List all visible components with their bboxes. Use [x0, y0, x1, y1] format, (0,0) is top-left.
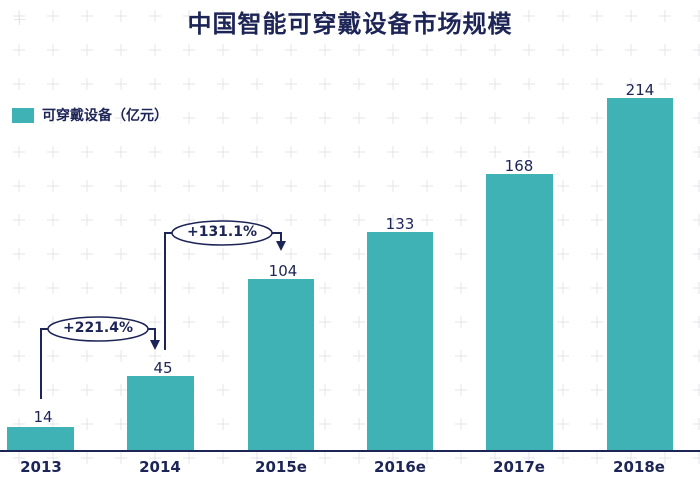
bar-2017e	[486, 174, 553, 450]
x-tick-2015e: 2015e	[255, 458, 307, 476]
legend: 可穿戴设备（亿元）	[12, 105, 168, 125]
legend-swatch	[12, 107, 34, 123]
x-tick-2016e: 2016e	[374, 458, 426, 476]
x-tick-2017e: 2017e	[493, 458, 545, 476]
bar-2018e	[607, 98, 673, 450]
x-tick-2013: 2013	[20, 458, 62, 476]
x-axis-line	[0, 450, 700, 452]
bar-2016e	[367, 232, 433, 450]
x-tick-2018e: 2018e	[613, 458, 665, 476]
value-label-2014: 45	[153, 359, 173, 377]
growth-label-2014-2015e: +131.1%	[186, 224, 258, 240]
bar-2013	[7, 427, 74, 450]
x-tick-2014: 2014	[139, 458, 181, 476]
bar-2014	[127, 376, 194, 450]
value-label-2017e: 168	[504, 157, 534, 175]
legend-label: 可穿戴设备（亿元）	[42, 108, 168, 124]
value-label-2016e: 133	[385, 215, 415, 233]
growth-arrow-2014-2015e	[164, 220, 286, 350]
value-label-2018e: 214	[625, 81, 655, 99]
value-label-2013: 14	[33, 408, 53, 426]
bar-2015e	[248, 279, 314, 450]
growth-label-2013-2014: +221.4%	[62, 320, 134, 336]
growth-arrow-2013-2014	[40, 316, 160, 399]
value-label-2015e: 104	[268, 262, 298, 280]
chart-title: 中国智能可穿戴设备市场规模	[187, 10, 513, 38]
